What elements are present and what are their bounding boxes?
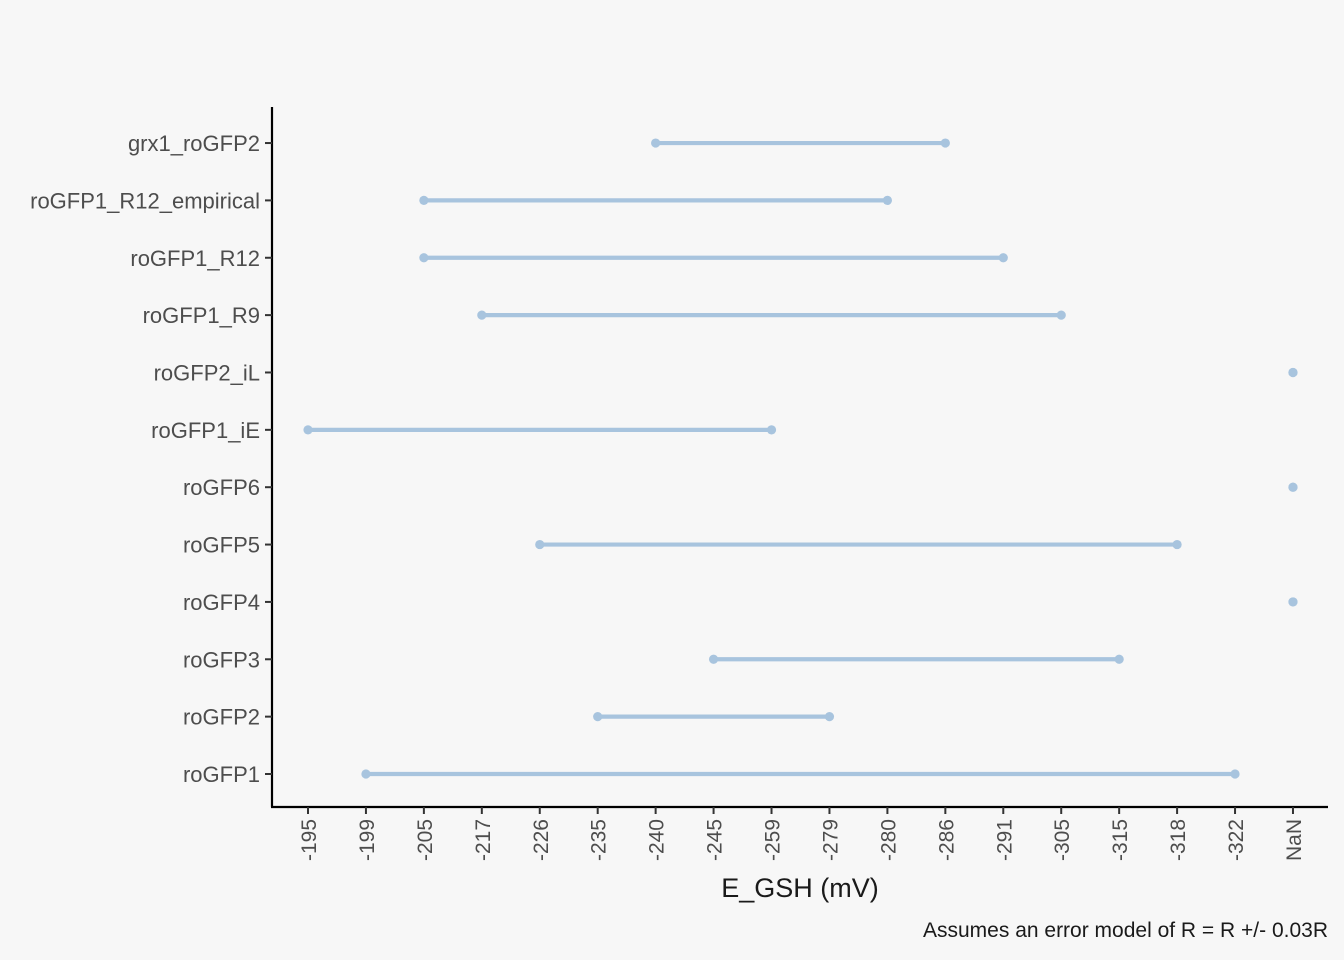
- range-point-low: [419, 253, 429, 263]
- x-tick-label: -199: [356, 819, 379, 861]
- x-tick-label: -280: [877, 819, 900, 861]
- x-tick-label: -235: [588, 819, 611, 861]
- y-tick-label: roGFP1_R12_empirical: [30, 188, 260, 213]
- x-tick-label: -217: [472, 819, 495, 861]
- x-tick-label: -315: [1109, 819, 1132, 861]
- range-point-low: [651, 138, 661, 148]
- y-tick-label: roGFP5: [183, 533, 260, 558]
- x-tick-label: -318: [1167, 819, 1190, 861]
- range-point-high: [1288, 482, 1298, 492]
- range-point-low: [708, 654, 719, 664]
- range-point-high: [1114, 654, 1124, 664]
- range-point-low: [535, 539, 545, 550]
- caption: Assumes an error model of R = R +/- 0.03…: [923, 919, 1328, 942]
- x-tick-label: -259: [762, 819, 785, 861]
- range-point-low: [419, 195, 429, 205]
- x-tick-label: -195: [298, 819, 321, 861]
- y-tick-label: roGFP4: [183, 590, 260, 615]
- x-tick-label: -322: [1225, 819, 1248, 861]
- x-axis-title: E_GSH (mV): [721, 873, 879, 903]
- y-tick-label: roGFP2_iL: [154, 360, 260, 385]
- range-point-high: [998, 253, 1008, 263]
- range-point-high: [766, 425, 777, 435]
- y-tick-label: roGFP1_R9: [143, 303, 260, 328]
- x-tick-label: -291: [993, 819, 1016, 861]
- x-tick-label: -226: [530, 819, 553, 861]
- range-point-low: [477, 310, 487, 320]
- y-tick-label: roGFP6: [183, 475, 260, 500]
- range-point-high: [1288, 597, 1298, 607]
- x-tick-label: NaN: [1283, 819, 1306, 861]
- x-tick-label: -279: [819, 819, 842, 861]
- x-tick-label: -205: [414, 819, 437, 861]
- y-tick-label: roGFP1_iE: [151, 418, 260, 443]
- range-point-high: [824, 712, 835, 722]
- x-tick-label: -240: [646, 819, 669, 861]
- y-tick-label: roGFP2: [183, 705, 260, 730]
- range-point-high: [1056, 310, 1066, 320]
- labels-layer: roGFP1 roGFP2 roGFP3 roGFP4 roGFP5 roGFP6 roGF…: [30, 131, 1306, 861]
- y-tick-label: roGFP1: [183, 762, 260, 787]
- y-tick-label: roGFP1_R12: [130, 246, 260, 271]
- range-point-high: [940, 138, 950, 148]
- x-tick-label: -305: [1051, 819, 1074, 861]
- x-tick-label: -286: [935, 819, 958, 861]
- range-point-high: [1230, 769, 1240, 779]
- axes-layer: [265, 107, 1328, 814]
- marks-layer: [303, 138, 1298, 779]
- range-point-high: [1172, 539, 1182, 550]
- range-point-low: [303, 425, 313, 435]
- y-tick-label: grx1_roGFP2: [128, 131, 260, 156]
- y-tick-label: roGFP3: [183, 647, 260, 672]
- x-tick-label: -245: [704, 819, 727, 861]
- range-point-high: [1288, 367, 1298, 378]
- range-point-low: [361, 769, 371, 779]
- range-point-high: [882, 195, 893, 205]
- range-point-low: [593, 712, 603, 722]
